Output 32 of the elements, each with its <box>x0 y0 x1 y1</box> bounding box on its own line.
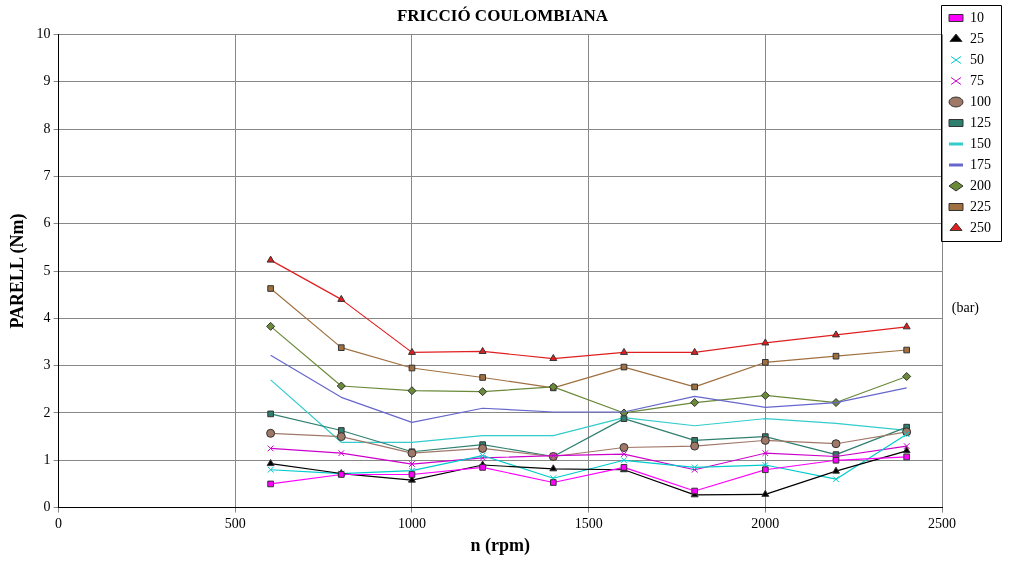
y-tick-label: 6 <box>43 215 51 231</box>
x-tick-label: 1000 <box>397 515 426 531</box>
x-tick-label: 2000 <box>751 515 780 531</box>
y-tick-label: 9 <box>43 73 51 89</box>
y-tick-label: 3 <box>43 357 51 373</box>
chart-title: FRICCIÓ COULOMBIANA <box>396 5 609 25</box>
legend-label: 10 <box>970 9 984 25</box>
y-tick-label: 1 <box>43 451 51 467</box>
y-tick-label: 7 <box>43 168 51 184</box>
legend-label: 150 <box>970 135 991 151</box>
legend-label: 250 <box>970 219 991 235</box>
legend-label: 175 <box>970 156 991 172</box>
y-tick-label: 2 <box>43 404 51 420</box>
legend-label: 100 <box>970 93 991 109</box>
x-tick-label: 1500 <box>574 515 603 531</box>
legend-label: 200 <box>970 177 991 193</box>
legend-label: 25 <box>970 30 984 46</box>
legend-label: 50 <box>970 51 984 67</box>
x-tick-label: 2500 <box>928 515 956 531</box>
y-tick-label: 5 <box>43 262 51 278</box>
y-tick-label: 0 <box>43 499 51 515</box>
x-axis-title: n (rpm) <box>470 534 531 556</box>
legend-label: 75 <box>970 72 984 88</box>
y-tick-label: 10 <box>36 26 51 42</box>
y-tick-label: 4 <box>43 309 51 325</box>
legend-label: 125 <box>970 114 991 130</box>
legend-label: 225 <box>970 198 991 214</box>
y-tick-label: 8 <box>43 120 51 136</box>
x-tick-label: 0 <box>55 515 63 531</box>
text: (bar) <box>951 300 979 316</box>
y-axis-title: PARELL (Nm) <box>7 213 29 329</box>
x-tick-label: 500 <box>224 515 246 531</box>
